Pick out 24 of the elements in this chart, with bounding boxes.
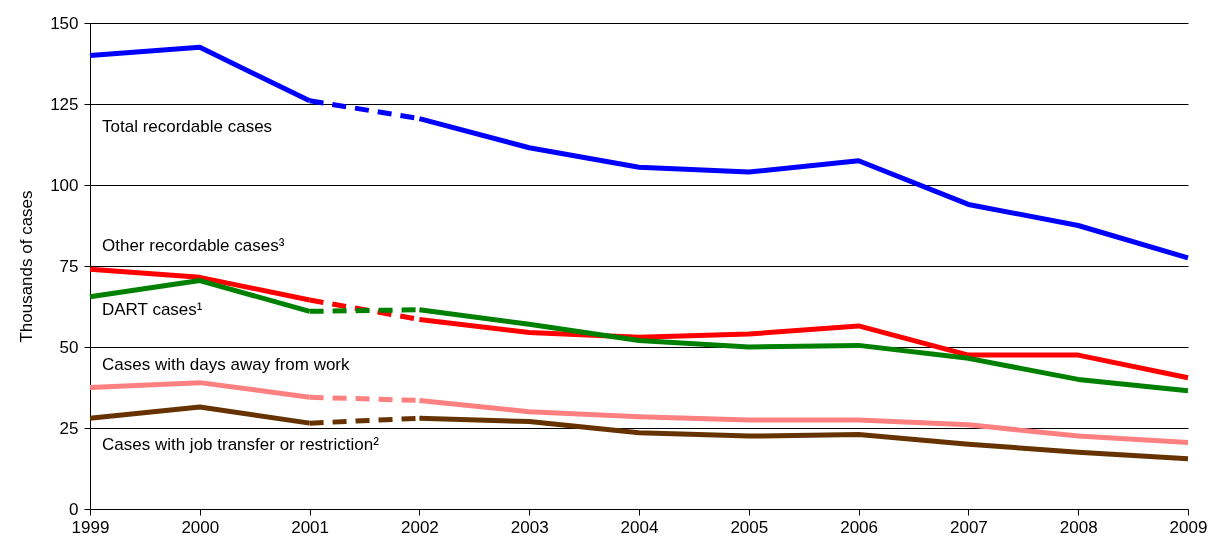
y-tick-label: 25: [59, 418, 79, 438]
series-label: Cases with days away from work: [102, 355, 351, 374]
x-tick-label: 1999: [71, 517, 110, 537]
x-tick-label: 2002: [400, 517, 439, 537]
y-tick-label: 125: [50, 94, 79, 114]
x-tick-label: 2006: [840, 517, 879, 537]
x-tick-label: 2001: [291, 517, 330, 537]
y-tick-label: 100: [50, 175, 79, 195]
x-tick-label: 2000: [181, 517, 220, 537]
series-label: Other recordable cases³: [102, 236, 285, 255]
x-tick-label: 2003: [510, 517, 549, 537]
series-label: DART cases¹: [102, 300, 203, 319]
x-tick-label: 2007: [949, 517, 988, 537]
x-tick-label: 2004: [620, 517, 659, 537]
y-tick-label: 75: [59, 256, 79, 276]
x-tick-label: 2005: [730, 517, 769, 537]
x-tick-label: 2008: [1059, 517, 1098, 537]
x-tick-label: 2009: [1169, 517, 1208, 537]
y-tick-label: 50: [59, 337, 79, 357]
y-tick-label: 0: [69, 499, 79, 519]
y-axis-title: Thousands of cases: [17, 190, 37, 343]
series-label: Cases with job transfer or restriction²: [102, 435, 380, 454]
series-label: Total recordable cases: [102, 117, 273, 136]
y-tick-label: 150: [50, 13, 79, 33]
